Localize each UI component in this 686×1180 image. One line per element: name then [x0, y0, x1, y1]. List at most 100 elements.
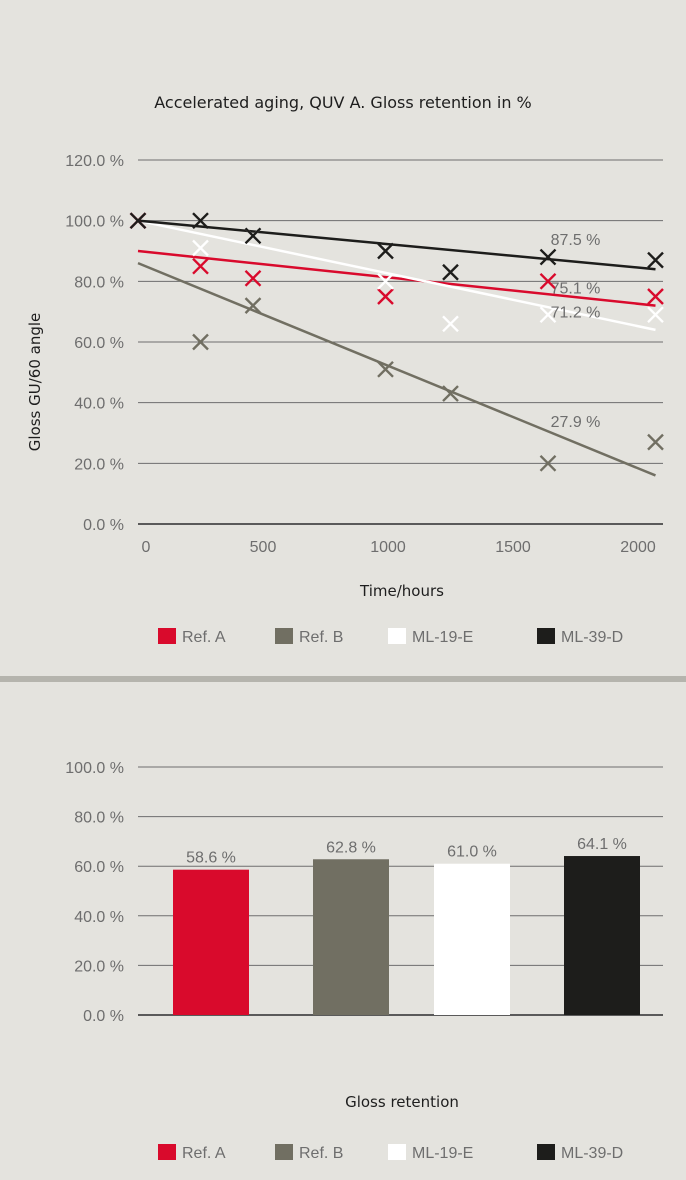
legend-label: Ref. B	[299, 1145, 343, 1162]
legend-swatch	[275, 1144, 293, 1160]
legend-item-ml-19-e: ML-19-E	[388, 628, 473, 646]
data-point-ref-b	[377, 360, 394, 378]
y-tick-labels: 0.0 % 20.0 % 40.0 % 60.0 % 80.0 % 100.0 %	[65, 760, 124, 1025]
annotations: 87.5 % 75.1 % 71.2 % 27.9 %	[551, 232, 601, 431]
bar-value-label: 64.1 %	[577, 836, 627, 853]
x-tick-label: 2000	[620, 539, 656, 556]
data-point-ref-a	[377, 288, 394, 305]
data-points	[129, 212, 664, 472]
data-point-ml-19-e	[192, 239, 209, 257]
legend: Ref. A Ref. B ML-19-E ML-39-D	[158, 1144, 623, 1162]
x-tick-label: 1500	[495, 539, 531, 556]
data-point-ref-b	[539, 454, 557, 472]
data-point-ml-39-d	[442, 263, 459, 281]
y-tick-label: 80.0 %	[74, 810, 124, 827]
legend-swatch	[275, 628, 293, 644]
y-grid	[138, 159, 663, 525]
legend-swatch	[158, 628, 176, 644]
data-point-ref-b	[244, 297, 262, 314]
x-tick-label: 0	[142, 539, 151, 556]
annotation-label: 71.2 %	[551, 305, 601, 322]
y-tick-label: 40.0 %	[74, 396, 124, 413]
data-point-ref-a	[539, 272, 557, 290]
data-point-ml-19-e	[377, 272, 394, 290]
trend-line-ml-19-e	[137, 219, 656, 332]
bar-value-labels: 58.6 % 62.8 % 61.0 % 64.1 %	[186, 836, 627, 867]
annotation-label: 75.1 %	[551, 280, 601, 297]
trend-line-ref-a	[137, 249, 656, 307]
legend-swatch	[537, 628, 555, 644]
data-point-ml-19-e	[539, 306, 557, 324]
bar-ml-19-e	[434, 863, 510, 1015]
bar-value-label: 62.8 %	[326, 839, 376, 856]
y-tick-label: 0.0 %	[83, 1008, 124, 1025]
legend-label: ML-39-D	[561, 629, 623, 646]
bar-ref-a	[173, 869, 249, 1015]
bar-value-label: 61.0 %	[447, 844, 497, 861]
legend: Ref. A Ref. B ML-19-E ML-39-D	[158, 628, 623, 646]
legend-item-ref-b: Ref. B	[275, 628, 343, 646]
x-axis-title: Gloss retention	[345, 1093, 459, 1111]
data-point-ref-a	[244, 269, 262, 287]
data-point-ml-39-d	[539, 248, 557, 266]
data-point-ml-19-e	[442, 315, 459, 333]
legend-item-ref-a: Ref. A	[158, 628, 226, 646]
legend-swatch	[158, 1144, 176, 1160]
legend-label: Ref. A	[182, 1145, 226, 1162]
y-tick-label: 60.0 %	[74, 859, 124, 876]
data-point-ml-39-d	[244, 227, 262, 245]
data-point-ml-39-d	[647, 251, 664, 269]
legend-item-ref-a: Ref. A	[158, 1144, 226, 1162]
x-axis-title: Time/hours	[359, 582, 444, 600]
y-tick-label: 120.0 %	[65, 153, 124, 170]
section-divider	[0, 676, 686, 682]
legend-swatch	[388, 628, 406, 644]
trend-lines	[137, 219, 656, 477]
y-tick-label: 60.0 %	[74, 335, 124, 352]
legend-label: ML-39-D	[561, 1145, 623, 1162]
y-tick-label: 20.0 %	[74, 456, 124, 473]
y-tick-label: 40.0 %	[74, 909, 124, 926]
y-tick-label: 100.0 %	[65, 214, 124, 231]
legend-item-ml-39-d: ML-39-D	[537, 1144, 623, 1162]
data-point-ref-a	[647, 288, 664, 305]
bar-ref-b	[313, 859, 389, 1015]
annotation-label: 87.5 %	[551, 232, 601, 249]
trend-line-ref-b	[137, 261, 656, 477]
chart-title: Accelerated aging, QUV A. Gloss retentio…	[154, 93, 532, 112]
data-point-ml-39-d	[377, 242, 394, 260]
y-tick-labels: 0.0 % 20.0 % 40.0 % 60.0 % 80.0 % 100.0 % 120.…	[65, 153, 124, 534]
bar-chart-gloss-retention: 0.0 % 20.0 % 40.0 % 60.0 % 80.0 % 100.0 % 58.…	[65, 760, 663, 1162]
y-tick-label: 0.0 %	[83, 517, 124, 534]
legend-label: ML-19-E	[412, 629, 473, 646]
trend-line-ml-39-d	[137, 219, 656, 271]
data-point-ref-b	[647, 433, 664, 451]
y-tick-label: 100.0 %	[65, 760, 124, 777]
x-tick-labels: 0 500 1000 1500 2000	[142, 539, 656, 556]
data-point-ref-a	[192, 257, 209, 275]
bar-value-label: 58.6 %	[186, 850, 236, 867]
legend-swatch	[537, 1144, 555, 1160]
bar-ml-39-d	[564, 856, 640, 1015]
line-chart-gloss-aging: Accelerated aging, QUV A. Gloss retentio…	[26, 93, 664, 646]
legend-label: ML-19-E	[412, 1145, 473, 1162]
data-point-ml-39-d	[192, 212, 209, 230]
data-point-ml-19-e	[647, 306, 664, 324]
annotation-label: 27.9 %	[551, 414, 601, 431]
x-tick-label: 500	[250, 539, 277, 556]
y-tick-label: 80.0 %	[74, 274, 124, 291]
legend-label: Ref. B	[299, 629, 343, 646]
data-point-ref-b	[192, 333, 209, 351]
data-point-ml-39-d	[129, 212, 147, 230]
legend-label: Ref. A	[182, 629, 226, 646]
legend-swatch	[388, 1144, 406, 1160]
data-point-ref-b	[442, 385, 459, 402]
legend-item-ml-19-e: ML-19-E	[388, 1144, 473, 1162]
legend-item-ref-b: Ref. B	[275, 1144, 343, 1162]
y-tick-label: 20.0 %	[74, 958, 124, 975]
y-axis-title: Gloss GU/60 angle	[26, 313, 44, 452]
bars	[173, 856, 640, 1015]
x-tick-label: 1000	[370, 539, 406, 556]
legend-item-ml-39-d: ML-39-D	[537, 628, 623, 646]
